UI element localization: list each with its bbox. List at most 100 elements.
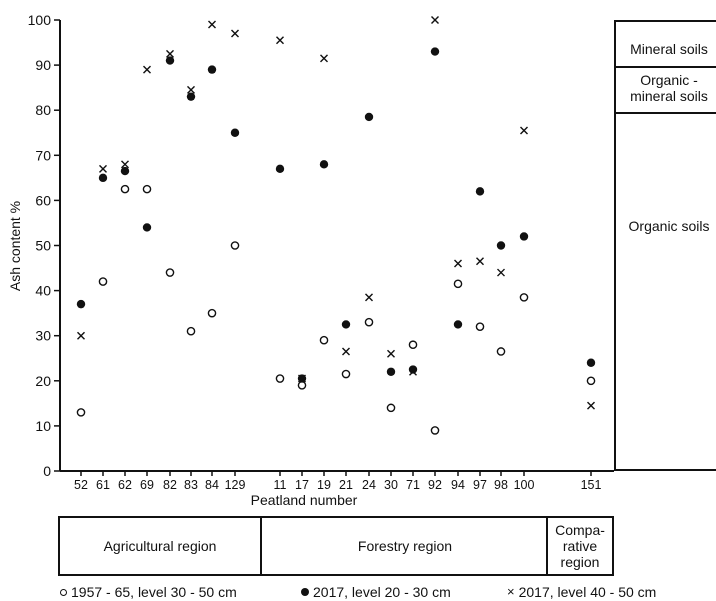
soil-class-organic-label: Organic soils [628,218,710,234]
region-forestry: Forestry region [260,518,548,574]
cross-point [342,347,350,356]
y-tick-label: 0 [43,463,51,479]
x-tick-label: 98 [494,478,508,492]
x-tick-label: 17 [295,478,309,492]
x-tick-label: 61 [96,478,110,492]
cross-point [454,259,462,268]
open-circle-point [586,376,596,386]
filled-circle-point [519,232,529,241]
open-circle-point [297,381,307,390]
open-circle-point [186,326,196,336]
cross-point [497,268,505,277]
x-tick-label: 69 [140,478,154,492]
open-circle-point [364,317,374,327]
filled-circle-point [230,128,240,137]
x-tick-label: 129 [225,478,246,492]
x-tick-label: 100 [514,478,535,492]
cross-stroke [342,347,350,356]
cross-stroke [320,54,328,63]
soil-class-organic-mineral: Organic - mineral soils [616,68,716,114]
cross-point [365,293,373,302]
cross-stroke [143,65,151,74]
x-tick-label: 30 [384,478,398,492]
x-tick-label: 21 [339,478,353,492]
cross-point [121,160,129,169]
cross-point [409,367,417,376]
x-tick-label: 151 [581,478,602,492]
filled-circle-point [386,367,396,376]
cross-point [320,54,328,63]
open-circle-point [275,374,285,383]
legend-item-1957-65: 1957 - 65, level 30 - 50 cm [60,584,237,600]
x-tick-label: 83 [184,478,198,492]
cross-point [208,20,216,29]
cross-stroke [587,401,595,410]
cross-stroke [166,49,174,58]
x-tick-label: 11 [274,478,287,492]
open-circle-point [496,347,506,356]
region-comparative-label-1: Compa- [555,522,605,538]
open-circle-point [207,308,217,318]
y-tick-label: 90 [35,57,51,73]
cross-point [476,257,484,266]
open-circle-point [408,340,418,350]
soil-class-mineral: Mineral soils [616,22,716,68]
cross-point [276,36,284,45]
cross-stroke [231,29,239,38]
soil-class-organic-mineral-label-1: Organic - [640,72,698,88]
soil-class-organic: Organic soils [616,218,716,234]
x-tick-label: 19 [317,478,331,492]
legend-item-2017-40-50: × 2017, level 40 - 50 cm [507,584,656,600]
cross-stroke [208,20,216,29]
cross-stroke [497,268,505,277]
x-tick-label: 82 [163,478,177,492]
y-axis-label: Ash content % [7,201,23,291]
cross-stroke [431,16,439,24]
x-tick-labels: 52 61 62 69 82 83 84 129 11 17 19 21 24 30 71 92 94 97 98 1… [74,471,601,492]
region-comparative: Compa- rative region [546,518,612,574]
soil-class-mineral-label: Mineral soils [630,41,708,57]
open-circle-point [475,322,485,331]
cross-marker-icon: × [507,584,515,599]
x-tick-label: 71 [406,478,420,492]
cross-stroke [409,367,417,376]
region-agricultural: Agricultural region [60,518,260,574]
open-circle-point [519,293,529,302]
filled-circle-point [186,92,196,101]
legend-label-2017-40-50: 2017, level 40 - 50 cm [518,584,657,600]
filled-circle-point [430,47,440,56]
region-agricultural-label: Agricultural region [103,538,217,554]
cross-point [187,85,195,94]
open-circle-point [341,369,351,379]
cross-point [143,65,151,74]
cross-stroke [476,257,484,266]
x-tick-label: 97 [473,478,487,492]
open-circle-marker-icon [60,588,67,596]
cross-point [520,126,528,135]
x-tick-label: 92 [428,478,442,492]
open-circle-point [120,184,130,194]
filled-circle-point [142,223,152,232]
open-circle-point [98,277,108,286]
filled-circle-point [364,112,374,122]
cross-point [431,16,439,24]
y-tick-label: 70 [35,147,51,163]
cross-point [587,401,595,410]
data-markers [76,16,596,435]
y-tick-label: 100 [28,12,52,28]
open-circle-point [430,426,440,435]
cross-stroke [454,259,462,268]
filled-circle-point [207,65,217,74]
cross-point [77,331,85,340]
open-circle-point [165,268,175,277]
cross-point [99,164,107,173]
y-tick-labels: 0 10 20 30 40 50 60 70 80 90 100 [28,12,60,479]
cross-stroke [298,374,306,383]
filled-circle-point [453,320,463,329]
cross-point [298,374,306,383]
axes [59,20,614,472]
x-tick-label: 52 [74,478,88,492]
soil-class-organic-mineral-label-2: mineral soils [630,88,708,104]
open-circle-point [76,408,86,417]
